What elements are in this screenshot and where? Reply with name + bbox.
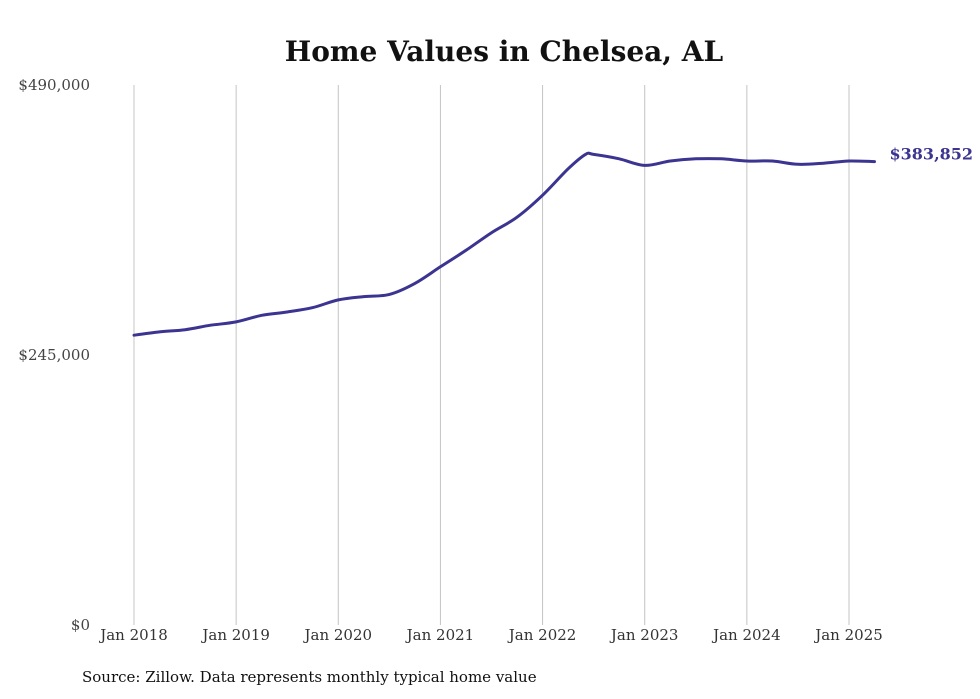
x-tick-label: Jan 2019 (200, 626, 270, 644)
y-tick-label: $490,000 (18, 76, 90, 94)
x-tick-label: Jan 2021 (405, 626, 475, 644)
home-value-line (132, 151, 876, 337)
y-tick-label: $0 (71, 616, 90, 634)
latest-value-label: $383,852 (890, 145, 974, 164)
x-tick-label: Jan 2023 (609, 626, 679, 644)
y-tick-label: $245,000 (18, 346, 90, 364)
x-tick-label: Jan 2020 (303, 626, 373, 644)
x-tick-label: Jan 2025 (813, 626, 883, 644)
chart-title: Home Values in Chelsea, AL (285, 35, 724, 68)
vertical-gridlines (133, 85, 850, 625)
x-axis-ticks: Jan 2018 Jan 2019 Jan 2020 Jan 2021 Jan 2022… (98, 626, 883, 644)
y-axis-ticks: $0 $245,000 $490,000 (18, 76, 90, 634)
source-note: Source: Zillow. Data represents monthly … (82, 668, 537, 686)
x-tick-label: Jan 2018 (98, 626, 168, 644)
x-tick-label: Jan 2022 (507, 626, 577, 644)
x-tick-label: Jan 2024 (711, 626, 781, 644)
